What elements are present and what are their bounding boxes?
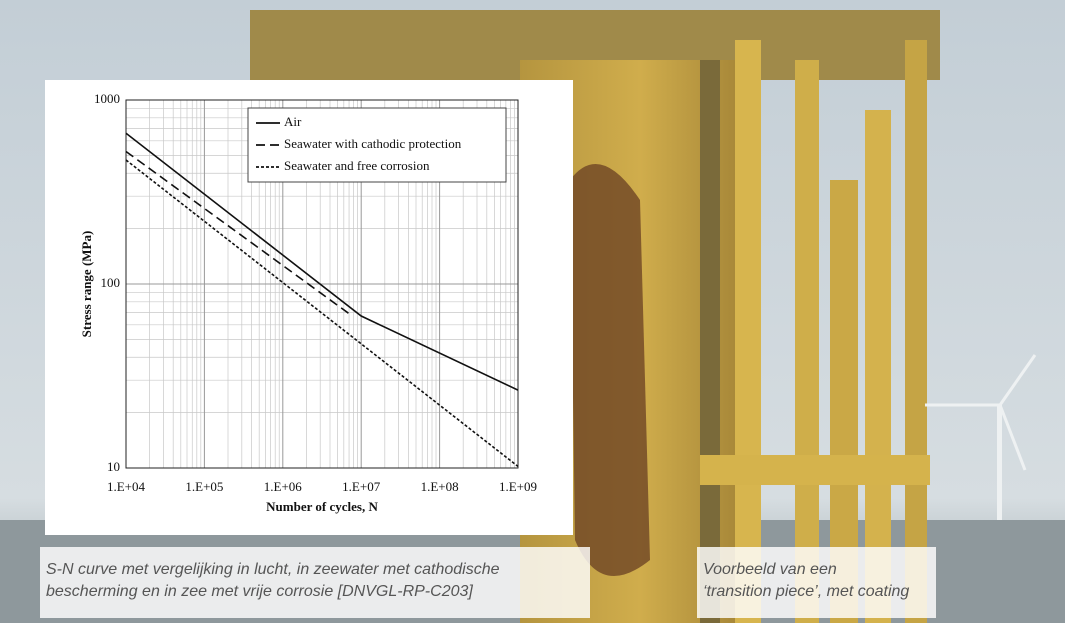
caption-line: S-N curve met vergelijking in lucht, in … [46, 559, 582, 581]
y-axis-label: Stress range (MPa) [79, 231, 94, 338]
legend-label: Seawater with cathodic protection [284, 136, 462, 151]
x-tick-label: 1.E+05 [185, 479, 223, 494]
caption-line: ‘transition piece’, met coating [703, 581, 928, 603]
x-tick-label: 1.E+08 [421, 479, 459, 494]
caption-line: Voorbeeld van een [703, 559, 928, 581]
chart-panel: Stress range (MPa) Number of cycles, N 1… [45, 80, 573, 535]
legend-label: Seawater and free corrosion [284, 158, 430, 173]
caption-line: bescherming en in zee met vrije corrosie… [46, 581, 582, 603]
x-axis-label: Number of cycles, N [266, 499, 378, 514]
caption-left: S-N curve met vergelijking in lucht, in … [40, 547, 590, 618]
y-tick-label: 1000 [94, 91, 120, 106]
y-tick-label: 100 [101, 275, 121, 290]
page: {"chart_data": {"type": "line", "y_label… [0, 0, 1065, 623]
legend-label: Air [284, 114, 302, 129]
caption-right: Voorbeeld van een ‘transition piece’, me… [697, 547, 936, 618]
y-tick-label: 10 [107, 459, 120, 474]
scene: Stress range (MPa) Number of cycles, N 1… [0, 0, 1065, 623]
x-tick-label: 1.E+06 [264, 479, 303, 494]
x-tick-label: 1.E+09 [499, 479, 537, 494]
x-tick-label: 1.E+04 [107, 479, 146, 494]
x-tick-label: 1.E+07 [342, 479, 381, 494]
